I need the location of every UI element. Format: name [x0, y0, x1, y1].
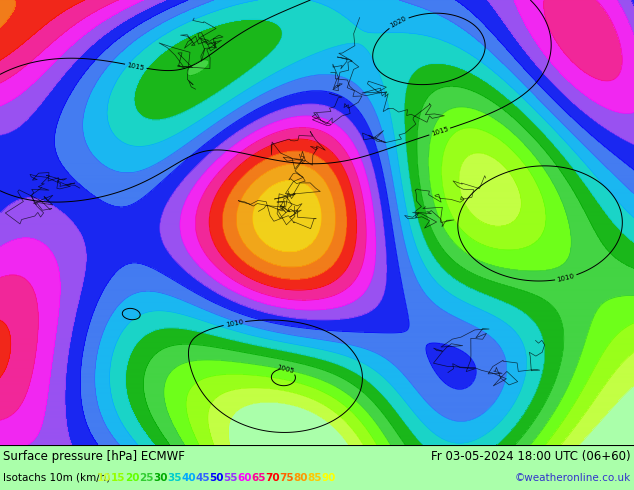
- Text: 1015: 1015: [126, 62, 145, 71]
- Text: 20: 20: [125, 473, 139, 483]
- Text: 70: 70: [265, 473, 280, 483]
- Text: 25: 25: [139, 473, 153, 483]
- Text: 40: 40: [181, 473, 196, 483]
- Text: 75: 75: [279, 473, 294, 483]
- Text: 1010: 1010: [557, 273, 575, 283]
- Text: 60: 60: [237, 473, 252, 483]
- Text: 45: 45: [195, 473, 210, 483]
- Text: 1020: 1020: [389, 16, 408, 29]
- Text: 80: 80: [293, 473, 307, 483]
- Text: 15: 15: [111, 473, 126, 483]
- Text: 85: 85: [307, 473, 321, 483]
- Text: 30: 30: [153, 473, 167, 483]
- Text: 90: 90: [321, 473, 335, 483]
- Text: 65: 65: [251, 473, 266, 483]
- Text: 55: 55: [223, 473, 238, 483]
- Text: Surface pressure [hPa] ECMWF: Surface pressure [hPa] ECMWF: [3, 450, 185, 464]
- Text: 1015: 1015: [430, 126, 449, 137]
- Text: Fr 03-05-2024 18:00 UTC (06+60): Fr 03-05-2024 18:00 UTC (06+60): [431, 450, 631, 464]
- Text: ©weatheronline.co.uk: ©weatheronline.co.uk: [515, 473, 631, 483]
- Text: 50: 50: [209, 473, 224, 483]
- Text: 35: 35: [167, 473, 182, 483]
- Text: 1005: 1005: [276, 364, 295, 374]
- Text: Isotachs 10m (km/h): Isotachs 10m (km/h): [3, 473, 110, 483]
- Text: 10: 10: [97, 473, 112, 483]
- Text: 1010: 1010: [225, 318, 243, 328]
